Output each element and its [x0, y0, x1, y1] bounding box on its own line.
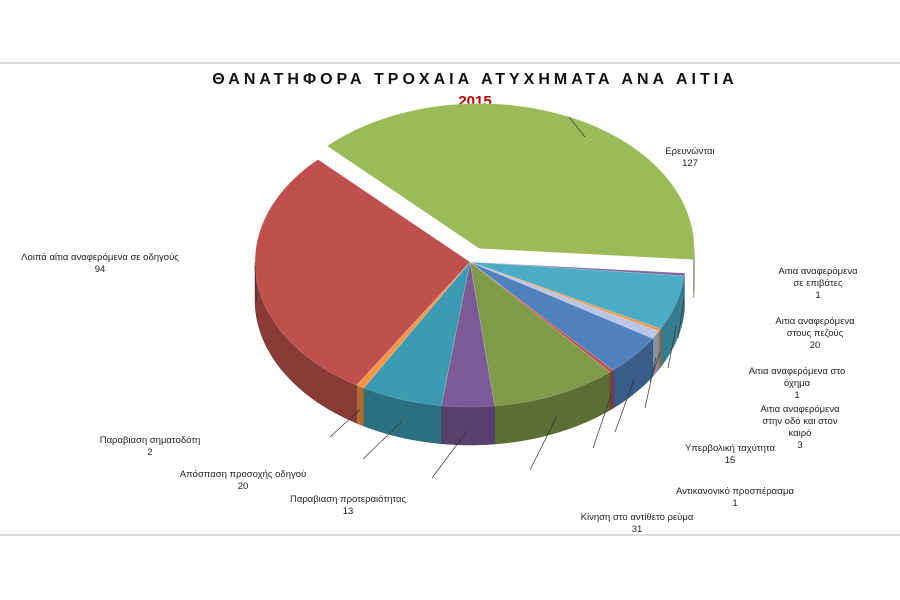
leader-line: [667, 325, 677, 369]
slice: [440, 261, 496, 408]
label-name: Απόσπαση προσοχής οδηγού: [179, 469, 307, 480]
slice-side: [356, 384, 364, 427]
slice: [469, 261, 685, 277]
label-value: 13: [342, 506, 354, 517]
leader-line: [592, 393, 612, 449]
label-value: 3: [797, 440, 803, 451]
data-label: Παραβιαση προτεραιότητας 13: [290, 494, 406, 518]
label-value: 1: [815, 290, 821, 301]
data-label: Υπερβολική ταχύτητα 15: [685, 443, 775, 467]
label-value: 20: [809, 340, 821, 351]
label-name: Αιτια αναφερόμενα στους πεζούς: [775, 316, 855, 339]
data-label: Αντικανονικό προσπέρασμα 1: [676, 486, 794, 510]
label-name: Αιτια αναφερόμενα στο όχημα: [748, 366, 846, 389]
label-name: Αιτια αναφερόμενα σε επιβάτες: [778, 266, 858, 289]
label-name: Αιτια αναφερόμενα στην οδό και στον καιρ…: [760, 404, 840, 439]
label-value: 31: [631, 524, 643, 535]
slice: [469, 261, 685, 330]
data-label: Αιτια αναφερόμενα στους πεζούς 20: [773, 316, 858, 352]
leader-line: [362, 421, 402, 460]
data-label: Παραβιαση σηματοδότη 2: [100, 435, 201, 459]
slice-side: [609, 369, 614, 411]
label-name: Λοιπά αίτια αναφερόμενα σε οδηγούς: [21, 252, 179, 263]
label-value: 1: [794, 390, 800, 401]
label-value: 2: [147, 447, 153, 458]
leader-line: [254, 264, 257, 302]
label-name: Παραβιαση προτεραιότητας: [289, 494, 407, 505]
leader-line: [329, 409, 361, 438]
leader-line: [568, 116, 586, 138]
data-label: Αιτια αναφερόμενα στο όχημα 1: [746, 366, 849, 402]
data-label: Ερευνώνται 127: [665, 146, 714, 170]
label-value: 1: [732, 498, 738, 509]
label-value: 20: [237, 481, 249, 492]
data-label: Αιτια αναφερόμενα στην οδό και στον καιρ…: [750, 404, 850, 452]
leader-line: [677, 297, 685, 339]
label-value: 15: [724, 455, 736, 466]
label-name: Κίνηση στο αντίθετο ρεύμα: [580, 512, 694, 523]
label-value: 127: [682, 158, 698, 169]
slice-side: [658, 328, 662, 371]
data-label: Λοιπά αίτια αναφερόμενα σε οδηγούς 94: [21, 252, 179, 276]
slice: [469, 261, 654, 371]
leader-line: [529, 417, 557, 471]
slice: [363, 261, 471, 407]
leader-line: [431, 429, 469, 479]
label-name: Υπερβολική ταχύτητα: [684, 443, 776, 454]
label-value: 94: [94, 264, 106, 275]
data-label: Αιτια αναφερόμενα σε επιβάτες 1: [777, 266, 859, 302]
slice: [254, 159, 471, 386]
label-name: Παραβιαση σηματοδότη: [99, 435, 201, 446]
slice-side: [441, 405, 495, 446]
slice: [469, 261, 611, 407]
leader-line: [644, 357, 657, 409]
label-name: Αντικανονικό προσπέρασμα: [676, 486, 794, 497]
chart-title: ΘΑΝΑΤΗΦΟΡΑ ΤΡΟΧΑΙΑ ΑΤΥΧΗΜΑΤΑ ΑΝΑ ΑΙΤΙΑ: [212, 71, 737, 88]
data-label: Κίνηση στο αντίθετο ρεύμα 31: [581, 512, 694, 536]
leader-line: [614, 377, 635, 433]
data-label: Απόσπαση προσοχής οδηγού 20: [180, 469, 306, 493]
label-name: Ερευνώνται: [665, 146, 715, 157]
